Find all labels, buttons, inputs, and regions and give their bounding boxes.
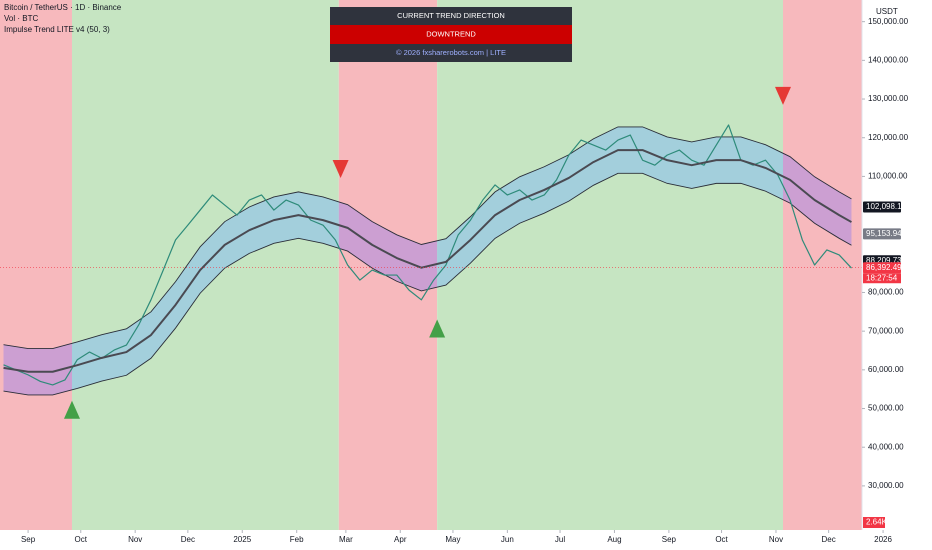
x-tick-label: Nov: [769, 535, 783, 544]
y-tick-label: 130,000.00: [868, 94, 909, 103]
x-tick-label: Oct: [715, 535, 728, 544]
symbol-title: Bitcoin / TetherUS · 1D · Binance: [4, 3, 122, 12]
x-tick-label: Oct: [75, 535, 88, 544]
lines-layer: [0, 86, 862, 419]
x-tick-label: 2025: [233, 535, 251, 544]
currency-label: USDT: [876, 7, 898, 16]
band-area: [71, 191, 339, 390]
signal-arrow: [63, 400, 80, 419]
y-tick-label: 150,000.00: [868, 17, 909, 26]
trend-region: [782, 0, 862, 530]
price-label: 95,153.94: [866, 229, 902, 238]
volume-title: Vol · BTC: [4, 14, 38, 23]
price-label-bg: [863, 262, 901, 274]
panel-footer-bg: [330, 44, 572, 62]
trend-region: [437, 0, 783, 530]
x-tick-label: May: [445, 535, 460, 544]
panel-heading: CURRENT TREND DIRECTION: [397, 11, 505, 20]
x-tick-label: Nov: [128, 535, 142, 544]
price-label-bg: [863, 201, 901, 213]
signal-arrow: [774, 86, 791, 105]
band-area: [782, 153, 852, 246]
panel-status-bg: [330, 25, 572, 44]
band-area: [338, 201, 438, 291]
panel-heading-bg: [330, 7, 572, 25]
time-axis-bg: [0, 530, 932, 550]
y-tick-label: 110,000.00: [868, 172, 908, 181]
volume-label: 2.64K: [866, 518, 888, 527]
x-tick-label: Sep: [21, 535, 36, 544]
band-area: [437, 126, 783, 288]
price-label: 88,209.73: [866, 256, 902, 265]
y-tick-label: 70,000.00: [868, 326, 904, 335]
x-tick-label: Feb: [290, 535, 304, 544]
y-tick-label: 40,000.00: [868, 442, 904, 451]
y-tick-label: 60,000.00: [868, 365, 904, 374]
overlay: Bitcoin / TetherUS · 1D · Binance Vol · …: [4, 3, 572, 62]
indicator-title: Impulse Trend LITE v4 (50, 3): [4, 25, 110, 34]
y-tick-label: 30,000.00: [868, 481, 904, 490]
x-tick-label: Aug: [607, 535, 621, 544]
price-label: 86,392.49: [866, 263, 902, 272]
trend-region: [0, 0, 72, 530]
series-line: [3, 124, 852, 386]
countdown-bg: [863, 273, 901, 284]
x-tick-label: Apr: [394, 535, 407, 544]
y-tick-label: 120,000.00: [868, 133, 909, 142]
band-layer: [3, 126, 852, 396]
x-tick-label: Jul: [555, 535, 565, 544]
signal-arrow: [332, 159, 349, 178]
volume-label-bg: [863, 517, 885, 528]
band-edge: [3, 172, 852, 396]
panel-status: DOWNTREND: [426, 29, 476, 38]
signal-arrow: [429, 319, 446, 338]
x-tick-label: Mar: [339, 535, 353, 544]
series-line: [3, 149, 852, 373]
countdown: 18:27:54: [866, 273, 898, 282]
x-tick-label: Dec: [181, 535, 195, 544]
x-tick-label: Sep: [662, 535, 677, 544]
band-area: [3, 343, 72, 395]
y-tick-label: 80,000.00: [868, 288, 904, 297]
x-tick-label: 2026: [874, 535, 892, 544]
panel-footer: © 2026 fxsharerobots.com | LITE: [396, 48, 506, 57]
x-tick-label: Dec: [822, 535, 836, 544]
y-tick-label: 140,000.00: [868, 55, 909, 64]
band-edge: [3, 126, 852, 350]
x-tick-label: Jun: [501, 535, 514, 544]
price-label: 102,098.16: [866, 202, 907, 211]
y-tick-label: 50,000.00: [868, 404, 904, 413]
price-label-bg: [863, 228, 901, 240]
